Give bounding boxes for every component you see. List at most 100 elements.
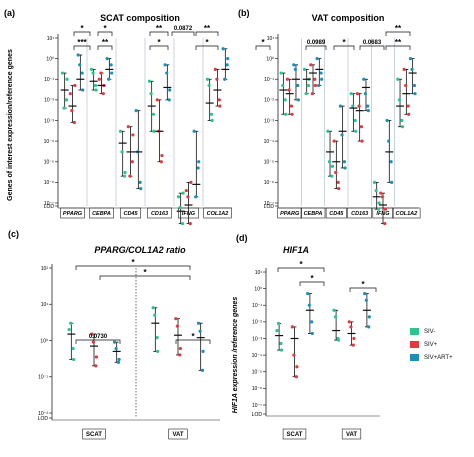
panel-d-point-siv-art — [310, 331, 314, 336]
panel-b-point-siv-pos — [287, 88, 291, 92]
panel-d-ytick-label: 10⁻³ — [252, 336, 262, 342]
panel-c-point-siv-neg — [155, 336, 159, 340]
panel-d-point-siv-neg — [276, 321, 281, 326]
panel-b-point-siv-art — [413, 92, 417, 96]
panel-a-point-siv-pos — [130, 160, 134, 164]
panel-c-significance-bracket — [175, 339, 211, 344]
panel-b-category-label: PPARG — [280, 211, 300, 217]
panel-a-ytick-label: 10⁻¹ — [44, 77, 54, 83]
panel-b-point-siv-pos — [359, 125, 364, 129]
panel-a-ytick-label: 10⁻⁶ — [44, 180, 54, 186]
panel-b-point-siv-pos — [285, 77, 290, 81]
panel-a-point-siv-pos — [126, 125, 130, 129]
panel-a-point-siv-neg — [151, 112, 156, 116]
panel-a-point-siv-neg — [93, 83, 98, 88]
panel-c-point-siv-art — [198, 329, 202, 333]
panel-b-point-siv-pos — [313, 77, 317, 81]
panel-d-title: HIF1A — [283, 245, 309, 255]
panel-a-point-siv-neg — [65, 77, 69, 81]
panel-b-point-siv-neg — [302, 67, 307, 72]
panel-d-point-siv-neg — [332, 308, 336, 312]
panel-a-significance-bracket — [149, 45, 169, 50]
panel-d-ytick-label: 10⁻⁵ — [252, 370, 262, 376]
panel-a-point-siv-art — [76, 53, 80, 57]
panel-d-significance-label: * — [361, 280, 365, 289]
panel-a-category-box — [89, 207, 114, 219]
panel-b-ytick-label: 10⁰ — [266, 56, 274, 62]
panel-a-point-siv-art — [109, 63, 113, 67]
panel-b-category-label: CD163 — [351, 211, 368, 217]
panel-b-letter: (b) — [238, 8, 250, 18]
panel-b-category-label: CEBPA — [304, 211, 323, 217]
panel-b-point-siv-art — [296, 83, 300, 88]
panel-a-point-siv-art — [197, 160, 201, 164]
panel-d-point-siv-pos — [295, 365, 299, 369]
panel-c-point-siv-neg — [153, 313, 157, 317]
panel-c-point-siv-art — [196, 321, 201, 325]
panel-b-ytick-label: 10⁻⁵ — [264, 160, 274, 166]
panel-c-ytick-label: 10⁻¹ — [38, 375, 48, 381]
panel-a-point-siv-neg — [207, 83, 211, 88]
panel-c-significance-label: * — [143, 268, 147, 277]
panel-b-point-siv-art — [338, 104, 343, 108]
panel-a-point-siv-pos — [188, 222, 192, 226]
panel-c-point-siv-neg — [67, 327, 71, 332]
panel-a-point-siv-neg — [91, 71, 95, 75]
panel-a-point-siv-pos — [131, 133, 135, 137]
panel-b-point-siv-art — [315, 57, 319, 61]
panel-a-point-siv-pos — [217, 98, 221, 102]
panel-a-point-siv-neg — [176, 195, 181, 199]
panel-a-significance-label: * — [205, 38, 209, 47]
panel-a-point-siv-pos — [70, 109, 74, 113]
panel-a-point-siv-pos — [128, 174, 132, 178]
panel-d-ytick-label: 10⁻⁴ — [252, 353, 262, 359]
panel-c-point-siv-pos — [174, 317, 178, 321]
panel-c-title: PPARG/COL1A2 ratio — [94, 245, 186, 255]
panel-a-category-box — [147, 207, 172, 219]
panel-d-letter: (d) — [236, 233, 248, 243]
panel-b-point-siv-neg — [306, 83, 311, 88]
panel-a-significance-label: * — [80, 24, 84, 33]
panel-a-point-siv-pos — [101, 92, 105, 96]
panel-d-point-siv-art — [307, 303, 311, 307]
panel-b-ytick-label: 10⁻⁴ — [264, 139, 274, 145]
panel-c-category-box — [82, 428, 106, 440]
panel-a-point-siv-art — [105, 57, 109, 61]
panel-d-point-siv-pos — [349, 325, 353, 329]
panel-a-point-siv-neg — [152, 129, 156, 133]
panel-d-point-siv-art — [363, 292, 367, 296]
panel-a-letter: (a) — [4, 8, 15, 18]
panel-b-significance-label: * — [342, 38, 346, 47]
panel-a-category-label: CEBPA — [92, 211, 111, 217]
panel-a-point-siv-art — [168, 88, 172, 92]
panel-a-point-siv-art — [138, 180, 142, 184]
panel-c-ytick-label: 10¹ — [41, 302, 49, 308]
panel-b-point-siv-art — [390, 180, 394, 184]
panel-b-point-siv-pos — [290, 112, 294, 116]
panel-a-point-siv-pos — [160, 153, 164, 158]
panel-a-point-siv-art — [192, 129, 196, 133]
panel-b-significance-label: ** — [395, 24, 402, 33]
panel-b-point-siv-art — [412, 83, 417, 88]
panel-a-category-label: CD45 — [123, 211, 138, 217]
panel-d-ylabel: HIF1A expression /reference genes — [232, 297, 239, 414]
panel-b-point-siv-neg — [326, 129, 330, 133]
panel-a-point-siv-pos — [97, 77, 101, 81]
panel-a-point-siv-pos — [73, 83, 77, 88]
panel-d-significance-bracket — [299, 281, 325, 286]
panel-b-point-siv-neg — [349, 92, 353, 96]
panel-a-point-siv-neg — [120, 150, 124, 154]
panel-a-point-siv-art — [107, 77, 111, 81]
panel-d-category-label: VAT — [346, 432, 357, 438]
panel-c-point-siv-art — [117, 357, 121, 362]
panel-b-point-siv-art — [320, 77, 324, 81]
panel-d-point-siv-art — [310, 320, 314, 324]
panel-b-point-siv-neg — [376, 207, 381, 211]
panel-a-significance-label: ** — [204, 24, 211, 33]
panel-b-point-siv-pos — [289, 104, 294, 108]
panel-b-point-siv-neg — [284, 112, 288, 116]
panel-b-point-siv-art — [385, 118, 389, 123]
panel-a-point-siv-neg — [89, 67, 94, 72]
panel-b-point-siv-neg — [377, 201, 381, 205]
